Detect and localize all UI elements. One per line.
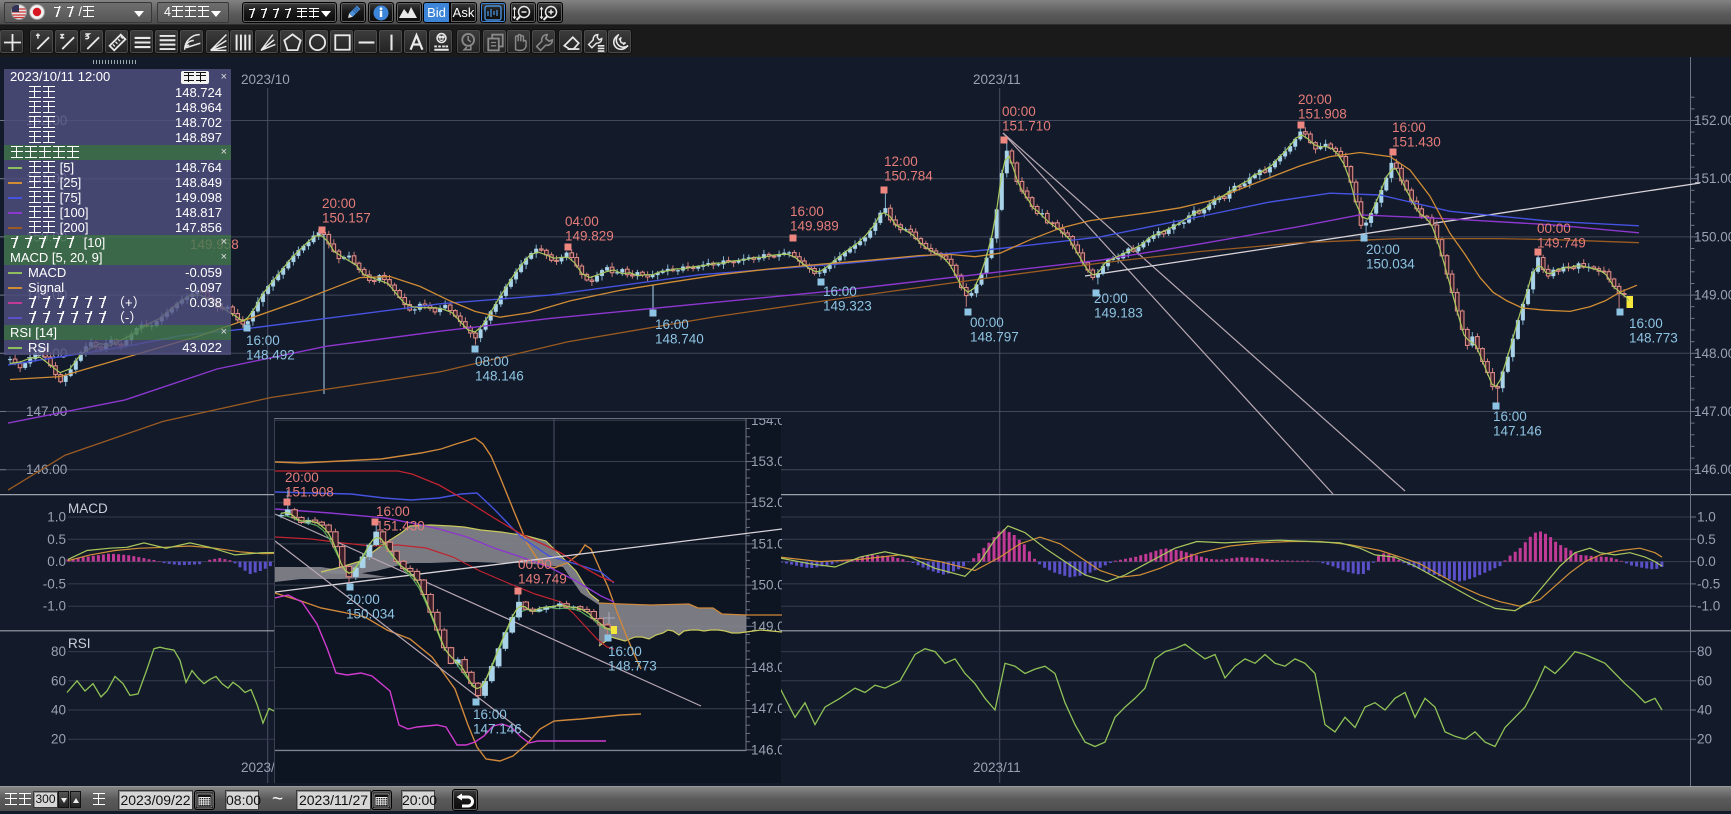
svg-text:146.0: 146.0 [751, 742, 782, 757]
svg-text:MACD: MACD [68, 501, 108, 516]
svg-text:148.00: 148.00 [1694, 346, 1731, 361]
svg-text:147.00: 147.00 [26, 404, 67, 419]
svg-text:150.784: 150.784 [884, 169, 933, 184]
svg-text:149.749: 149.749 [1537, 236, 1586, 251]
svg-text:2023/: 2023/ [241, 760, 275, 775]
svg-text:00:00: 00:00 [518, 557, 552, 572]
svg-text:150.034: 150.034 [1366, 257, 1415, 272]
svg-text:150.034: 150.034 [346, 607, 395, 622]
svg-text:20:00: 20:00 [1366, 242, 1400, 257]
svg-text:16:00: 16:00 [608, 644, 642, 659]
svg-text:12:00: 12:00 [884, 154, 918, 169]
svg-text:60: 60 [1697, 673, 1712, 688]
svg-text:0.5: 0.5 [1697, 532, 1716, 547]
svg-text:40: 40 [51, 703, 66, 718]
svg-text:-0.5: -0.5 [43, 576, 66, 591]
svg-text:20:00: 20:00 [346, 592, 380, 607]
svg-text:150.00: 150.00 [1694, 229, 1731, 244]
svg-text:40: 40 [1697, 703, 1712, 718]
svg-text:151.430: 151.430 [1392, 135, 1441, 150]
svg-text:151.908: 151.908 [285, 485, 334, 500]
svg-text:149.00: 149.00 [1694, 288, 1731, 303]
svg-text:149.989: 149.989 [790, 219, 839, 234]
svg-text:152.0: 152.0 [751, 495, 782, 510]
svg-text:20: 20 [51, 732, 66, 747]
svg-text:151.0: 151.0 [751, 536, 782, 551]
svg-text:04:00: 04:00 [565, 214, 599, 229]
svg-text:0.0: 0.0 [47, 554, 66, 569]
svg-text:148.773: 148.773 [1629, 331, 1678, 346]
svg-text:0.0: 0.0 [1697, 554, 1716, 569]
svg-text:151.908: 151.908 [1298, 107, 1347, 122]
svg-text:16:00: 16:00 [1493, 409, 1527, 424]
svg-text:16:00: 16:00 [823, 284, 857, 299]
svg-text:RSI: RSI [68, 636, 91, 651]
svg-text:00:00: 00:00 [1537, 221, 1571, 236]
svg-text:147.146: 147.146 [1493, 424, 1542, 439]
svg-text:151.710: 151.710 [1002, 119, 1051, 134]
svg-text:16:00: 16:00 [790, 204, 824, 219]
svg-text:152.00: 152.00 [1694, 113, 1731, 128]
svg-text:16:00: 16:00 [473, 707, 507, 722]
svg-text:0.5: 0.5 [47, 532, 66, 547]
svg-text:20:00: 20:00 [322, 196, 356, 211]
svg-text:146.00: 146.00 [1694, 462, 1731, 477]
svg-text:16:00: 16:00 [376, 504, 410, 519]
svg-text:-1.0: -1.0 [43, 599, 66, 614]
svg-text:16:00: 16:00 [246, 333, 280, 348]
svg-text:00:00: 00:00 [970, 315, 1004, 330]
svg-text:149.323: 149.323 [823, 299, 872, 314]
svg-text:20:00: 20:00 [285, 470, 319, 485]
svg-text:148.0: 148.0 [751, 660, 782, 675]
svg-text:1.0: 1.0 [47, 510, 66, 525]
svg-text:20: 20 [1697, 732, 1712, 747]
svg-text:149.749: 149.749 [518, 572, 567, 587]
svg-text:2023/11: 2023/11 [973, 72, 1021, 87]
svg-text:80: 80 [51, 644, 66, 659]
svg-text:-0.5: -0.5 [1697, 576, 1720, 591]
svg-text:60: 60 [51, 673, 66, 688]
svg-text:150.157: 150.157 [322, 211, 371, 226]
svg-text:16:00: 16:00 [1629, 316, 1663, 331]
svg-text:151.00: 151.00 [1694, 171, 1731, 186]
svg-text:153.0: 153.0 [751, 454, 782, 469]
svg-text:154.0: 154.0 [751, 419, 782, 428]
svg-text:147.146: 147.146 [473, 722, 522, 737]
svg-text:151.430: 151.430 [376, 519, 425, 534]
svg-text:150.0: 150.0 [751, 578, 782, 593]
svg-text:149.829: 149.829 [565, 229, 614, 244]
svg-text:1.0: 1.0 [1697, 510, 1716, 525]
svg-text:147.00: 147.00 [1694, 404, 1731, 419]
svg-text:20:00: 20:00 [1298, 92, 1332, 107]
svg-text:2023/10: 2023/10 [241, 72, 290, 87]
svg-text:147.0: 147.0 [751, 701, 782, 716]
svg-text:2023/11: 2023/11 [973, 760, 1021, 775]
svg-text:20:00: 20:00 [1094, 291, 1128, 306]
svg-text:80: 80 [1697, 644, 1712, 659]
svg-text:148.492: 148.492 [246, 348, 295, 363]
svg-text:148.146: 148.146 [475, 369, 524, 384]
svg-text:08:00: 08:00 [475, 354, 509, 369]
svg-text:148.797: 148.797 [970, 330, 1019, 345]
svg-text:148.740: 148.740 [655, 332, 704, 347]
svg-text:16:00: 16:00 [1392, 120, 1426, 135]
svg-text:148.773: 148.773 [608, 659, 657, 674]
svg-text:16:00: 16:00 [655, 317, 689, 332]
svg-text:00:00: 00:00 [1002, 104, 1036, 119]
svg-text:149.183: 149.183 [1094, 306, 1143, 321]
svg-text:-1.0: -1.0 [1697, 599, 1720, 614]
